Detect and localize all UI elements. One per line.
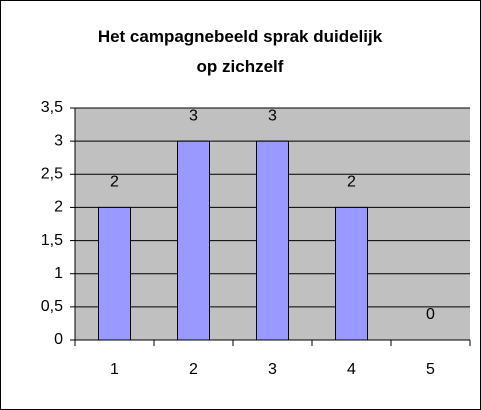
data-label: 3: [268, 107, 277, 124]
x-tick-label: 5: [426, 361, 435, 378]
bar: [256, 140, 289, 341]
x-tick-label: 3: [268, 361, 277, 378]
bar: [98, 206, 131, 341]
x-tick-label: 1: [110, 361, 119, 378]
y-tick-label: 3: [54, 132, 63, 149]
bar: [177, 140, 210, 341]
y-tick-label: 1,5: [41, 232, 63, 249]
x-tick-label: 2: [189, 361, 198, 378]
data-label: 2: [347, 174, 356, 191]
data-label: 0: [426, 306, 435, 323]
data-label: 2: [110, 174, 119, 191]
y-tick-label: 0,5: [41, 298, 63, 315]
y-tick-label: 3,5: [41, 99, 63, 116]
y-tick-label: 2,5: [41, 166, 63, 183]
y-tick-label: 2: [54, 199, 63, 216]
y-tick-label: 1: [54, 265, 63, 282]
data-label: 3: [189, 107, 198, 124]
chart-title: Het campagnebeeld sprak duidelijk op zic…: [97, 27, 383, 76]
x-tick-label: 4: [347, 361, 356, 378]
y-tick-label: 0: [54, 331, 63, 348]
bar: [335, 206, 368, 341]
